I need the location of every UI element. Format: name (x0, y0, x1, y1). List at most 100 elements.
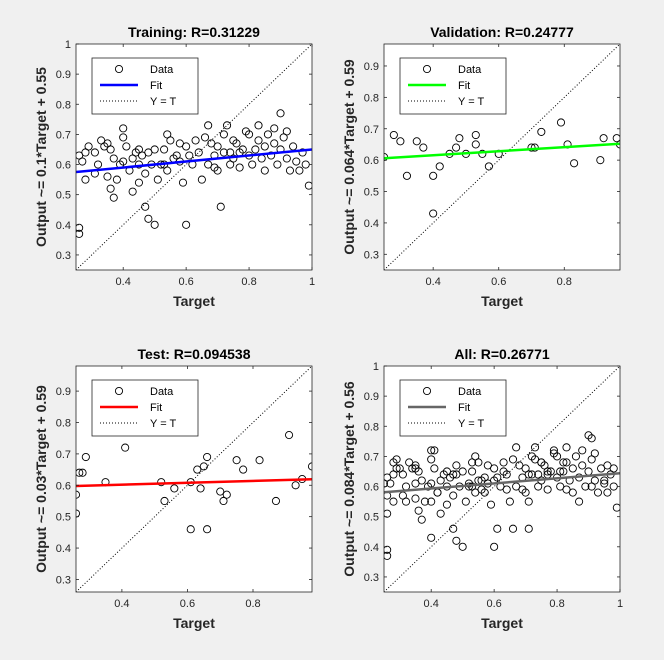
data-point (182, 220, 191, 229)
legend-entry: Data (150, 64, 174, 76)
plot-title: Validation: R=0.24777 (430, 24, 574, 40)
data-point (182, 142, 191, 151)
data-point (203, 525, 212, 534)
y-tick-label: 0.6 (56, 480, 71, 492)
y-tick-label: 0.4 (364, 542, 379, 554)
plot-title: Training: R=0.31229 (128, 24, 260, 40)
data-point (458, 542, 467, 551)
data-point (436, 509, 445, 518)
data-point (612, 503, 620, 512)
data-point (508, 524, 518, 533)
data-point (197, 175, 206, 184)
data-point (527, 470, 536, 479)
data-point (222, 490, 231, 499)
data-point (81, 175, 90, 184)
data-point (452, 143, 461, 152)
legend-entry: Y = T (150, 96, 176, 108)
data-point (90, 148, 99, 157)
data-point (499, 467, 508, 476)
data-point (103, 172, 112, 181)
axes-box (75, 43, 313, 271)
data-point (587, 434, 596, 443)
data-point (505, 497, 514, 506)
data-point (384, 509, 392, 518)
data-point (282, 127, 291, 136)
y-tick-label: 0.9 (56, 69, 71, 81)
axes-box (75, 365, 313, 593)
data-point (254, 121, 263, 130)
y-tick-label: 0.8 (56, 99, 71, 111)
plot-area (384, 366, 620, 592)
y-tick-label: 0.6 (364, 482, 379, 494)
data-point (471, 130, 480, 140)
data-point (109, 193, 118, 202)
data-point (392, 455, 401, 464)
y-tick-label: 0.9 (364, 391, 379, 403)
data-point (157, 478, 166, 487)
data-point (213, 142, 222, 151)
data-point (200, 133, 210, 142)
data-point (478, 149, 487, 158)
y-tick-label: 0.3 (364, 249, 379, 261)
data-point (549, 446, 558, 455)
y-tick-label: 0.3 (56, 250, 71, 262)
plot-2: 0.4 0.6 0.8 0.3 0.4 0.5 0.6 0.7 0.8 0.9 Validation… (341, 24, 621, 309)
data-point (285, 166, 295, 175)
data-point (121, 443, 130, 452)
data-point (276, 109, 285, 118)
x-tick-label: 0.6 (180, 598, 195, 610)
data-point (508, 455, 518, 464)
x-tick-label: 0.4 (114, 598, 129, 610)
data-point (292, 157, 301, 166)
data-point (93, 160, 103, 169)
legend: Data Fit Y = T (399, 379, 507, 437)
legend-entry: Data (458, 64, 482, 76)
data-point (449, 470, 458, 479)
y-tick-label: 0.4 (56, 543, 71, 555)
legend-data-marker (114, 386, 124, 396)
data-point (106, 184, 115, 193)
data-point (84, 142, 93, 151)
axes-box (383, 43, 621, 271)
data-point (219, 148, 228, 157)
data-point (575, 497, 584, 506)
data-point (134, 178, 143, 187)
data-point (435, 162, 444, 171)
identity-line (76, 44, 312, 270)
data-point (590, 449, 599, 458)
data-point (245, 130, 254, 139)
y-tick-label: 0.4 (364, 218, 379, 230)
data-point (232, 456, 241, 465)
data-point (559, 467, 568, 476)
x-tick-label: 0.8 (549, 598, 564, 610)
data-point (609, 464, 618, 473)
data-point (298, 148, 307, 157)
data-point (570, 159, 579, 168)
data-point (160, 145, 169, 154)
y-axis-label: Output ~= 0.064*Target + 0.59 (341, 59, 357, 255)
data-point (248, 160, 257, 169)
y-tick-label: 0.3 (364, 572, 379, 584)
data-point (273, 160, 282, 169)
data-point (412, 137, 421, 146)
data-point (185, 151, 194, 160)
data-point (603, 488, 612, 497)
x-axis-label: Target (481, 615, 523, 631)
data-point (204, 121, 213, 130)
legend-entry: Fit (458, 80, 470, 92)
data-point (468, 467, 477, 476)
y-tick-label: 0.8 (364, 421, 379, 433)
data-point (464, 479, 474, 488)
x-tick-label: 0.4 (424, 598, 439, 610)
fit-line (384, 142, 620, 160)
data-point (490, 464, 499, 473)
data-point (468, 458, 477, 467)
data-point (255, 456, 264, 465)
x-tick-label: 0.4 (426, 276, 441, 288)
data-point (537, 127, 546, 136)
legend: Data Fit Y = T (91, 57, 199, 115)
data-point (134, 145, 143, 154)
data-point (122, 142, 131, 151)
data-point (196, 484, 205, 493)
identity-line (76, 366, 312, 592)
